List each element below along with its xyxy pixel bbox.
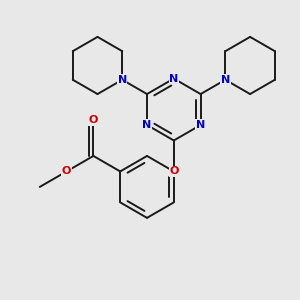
Text: N: N (169, 74, 178, 84)
Text: N: N (196, 120, 205, 130)
Text: N: N (221, 75, 230, 85)
Text: N: N (118, 75, 127, 85)
Text: O: O (89, 115, 98, 125)
Text: N: N (142, 120, 152, 130)
Text: O: O (169, 167, 178, 176)
Text: O: O (62, 167, 71, 176)
